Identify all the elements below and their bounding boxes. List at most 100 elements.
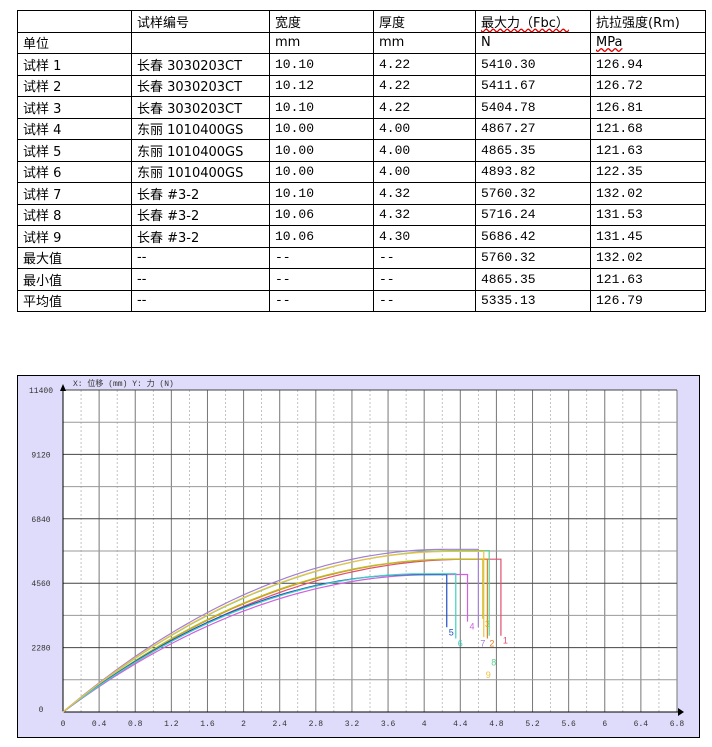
table-row: 试样 5 东丽 1010400GS 10.00 4.00 4865.35 121.63 [17, 139, 706, 162]
table-cell [17, 10, 132, 33]
force-displacement-chart: 0 0.4 0.8 1.2 1.6 2 2.4 2.8 3.2 3.6 4 4.4 4.8 5.2 5.6 6… [17, 375, 700, 738]
table-row: 试样 3 长春 3030203CT 10.10 4.22 5404.78 126.81 [17, 96, 706, 119]
x-tick-label: 4.8 [489, 720, 504, 729]
unit-row: 单位 mm mm N MPa [17, 31, 706, 54]
table-cell: 4.32 [373, 182, 476, 205]
table-cell: 长春 #3-2 [131, 182, 270, 205]
series-label: 7 [480, 638, 485, 648]
table-cell: 5760.32 [475, 182, 591, 205]
table-cell: 121.68 [590, 117, 706, 140]
table-cell: 试样 6 [17, 160, 132, 183]
x-tick-label: 3.6 [381, 720, 396, 729]
table-cell: -- [373, 246, 476, 269]
table-row: 试样 1 长春 3030203CT 10.10 4.22 5410.30 126.94 [17, 53, 706, 76]
series-label: 1 [503, 636, 508, 646]
table-cell: 10.00 [269, 160, 374, 183]
x-axis-arrow-icon [678, 708, 684, 716]
table-row: 试样 2 长春 3030203CT 10.12 4.22 5411.67 126.72 [17, 74, 706, 97]
series-label: 4 [470, 622, 475, 632]
table-cell: 单位 [17, 31, 132, 54]
table-row: 试样 4 东丽 1010400GS 10.00 4.00 4867.27 121.68 [17, 117, 706, 140]
table-cell: 126.94 [590, 53, 706, 76]
table-cell: -- [269, 246, 374, 269]
chart-svg: 0 0.4 0.8 1.2 1.6 2 2.4 2.8 3.2 3.6 4 4.4 4.8 5.2 5.6 6… [29, 378, 684, 729]
series-line-6 [62, 573, 457, 713]
series-label: 2 [489, 639, 494, 649]
table-cell: 122.35 [590, 160, 706, 183]
x-tick-label: 1.2 [164, 720, 179, 729]
table-cell: 4867.27 [475, 117, 591, 140]
table-cell: 试样 3 [17, 96, 132, 119]
table-cell: 5335.13 [475, 289, 591, 312]
table-row: 最小值 -- -- -- 4865.35 121.63 [17, 268, 706, 291]
table-cell: -- [131, 268, 270, 291]
table-cell: 10.00 [269, 117, 374, 140]
table-cell: mm [373, 31, 476, 54]
table-cell: 126.72 [590, 74, 706, 97]
table-cell: 4.00 [373, 117, 476, 140]
table-cell: 试样 5 [17, 139, 132, 162]
table-cell: 5404.78 [475, 96, 591, 119]
table-cell: 10.10 [269, 53, 374, 76]
table-cell: 4865.35 [475, 268, 591, 291]
table-cell: 5410.30 [475, 53, 591, 76]
y-tick-label: 4560 [31, 580, 50, 589]
table-cell: 121.63 [590, 268, 706, 291]
x-tick-label: 0.8 [128, 720, 143, 729]
table-cell: 4.22 [373, 53, 476, 76]
table-cell: 试样编号 [131, 10, 270, 33]
table-cell: 厚度 [373, 10, 476, 33]
table-cell: 最大力（Fbc） [475, 10, 591, 33]
table-cell: 4893.82 [475, 160, 591, 183]
table-cell: 长春 3030203CT [131, 74, 270, 97]
table-cell: -- [131, 246, 270, 269]
table-cell: 10.06 [269, 203, 374, 226]
table-cell: 试样 9 [17, 225, 132, 248]
table-cell: 东丽 1010400GS [131, 117, 270, 140]
table-row: 试样 6 东丽 1010400GS 10.00 4.00 4893.82 122.35 [17, 160, 706, 183]
table-cell: 平均值 [17, 289, 132, 312]
table-cell: 抗拉强度(Rm) [590, 10, 706, 33]
table-cell: 10.00 [269, 139, 374, 162]
table-cell: 10.12 [269, 74, 374, 97]
series-label: 8 [491, 658, 496, 668]
series-label: 6 [458, 639, 463, 649]
table-row: 平均值 -- -- -- 5335.13 126.79 [17, 289, 706, 312]
table-cell: 长春 3030203CT [131, 96, 270, 119]
x-tick-label: 6 [602, 720, 607, 729]
y-axis-arrow-icon [60, 384, 66, 391]
table-cell: 长春 #3-2 [131, 225, 270, 248]
table-cell: 5411.67 [475, 74, 591, 97]
table-cell: 121.63 [590, 139, 706, 162]
series-label: 9 [486, 670, 491, 680]
table-cell: 试样 7 [17, 182, 132, 205]
table-cell: 东丽 1010400GS [131, 139, 270, 162]
table-cell: -- [131, 289, 270, 312]
x-tick-label: 0 [61, 720, 66, 729]
table-cell: 最大值 [17, 246, 132, 269]
table-cell: 131.53 [590, 203, 706, 226]
series-line-4 [62, 573, 469, 713]
y-tick-label: 0 [39, 706, 44, 715]
x-tick-label: 6.4 [634, 720, 649, 729]
x-tick-label: 4.4 [453, 720, 468, 729]
table-cell: -- [269, 268, 374, 291]
table-cell: 4.00 [373, 160, 476, 183]
table-cell: 4.32 [373, 203, 476, 226]
table-cell: 131.45 [590, 225, 706, 248]
table-cell: 东丽 1010400GS [131, 160, 270, 183]
table-cell: 5716.24 [475, 203, 591, 226]
series-label: 3 [485, 619, 490, 629]
table-cell: 试样 2 [17, 74, 132, 97]
table-cell: 试样 4 [17, 117, 132, 140]
x-tick-label: 2.4 [273, 720, 288, 729]
table-cell: 4.30 [373, 225, 476, 248]
table-cell: 最小值 [17, 268, 132, 291]
table-cell: -- [269, 289, 374, 312]
table-cell: 长春 #3-2 [131, 203, 270, 226]
table-cell: 宽度 [269, 10, 374, 33]
table-cell: 4865.35 [475, 139, 591, 162]
x-tick-label: 4 [422, 720, 427, 729]
table-cell: 4.22 [373, 96, 476, 119]
table-cell: MPa [590, 31, 706, 54]
